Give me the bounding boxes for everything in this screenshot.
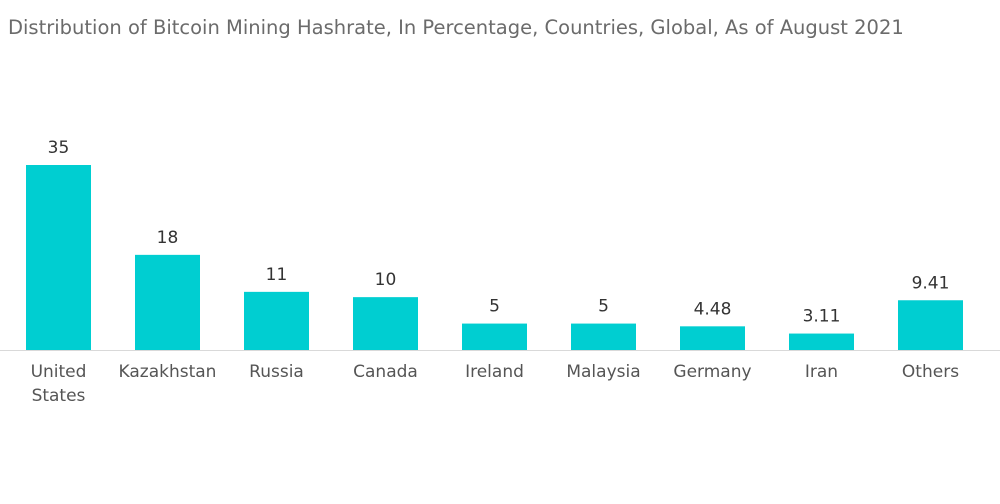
bar-value-label: 3.11 bbox=[803, 307, 841, 327]
bar bbox=[680, 326, 745, 350]
bar-value-label: 9.41 bbox=[912, 273, 950, 293]
bar bbox=[571, 323, 636, 350]
bar bbox=[244, 291, 309, 350]
category-label: United States bbox=[31, 362, 87, 406]
bar-value-label: 11 bbox=[266, 265, 288, 285]
bar-value-label: 5 bbox=[489, 297, 500, 317]
category-label: Germany bbox=[673, 362, 751, 382]
bar-value-label: 35 bbox=[48, 138, 70, 158]
bar-value-label: 5 bbox=[598, 297, 609, 317]
chart-title: Distribution of Bitcoin Mining Hashrate,… bbox=[8, 16, 904, 39]
bar bbox=[353, 297, 418, 350]
value-labels-group: 35 18 11 10 5 5 4.48 3.11 9.41 bbox=[48, 138, 950, 327]
bar bbox=[462, 323, 527, 350]
category-labels-group: United States Kazakhstan Russia Canada Irelan… bbox=[31, 362, 960, 406]
bar bbox=[26, 165, 91, 350]
bar bbox=[898, 300, 963, 350]
bars-group bbox=[26, 165, 963, 350]
category-label: Ireland bbox=[465, 362, 524, 382]
bar-value-label: 18 bbox=[157, 228, 179, 248]
category-label: Kazakhstan bbox=[119, 362, 217, 382]
bar-value-label: 4.48 bbox=[694, 299, 732, 319]
bar bbox=[135, 254, 200, 350]
category-label: Canada bbox=[353, 362, 418, 382]
category-label: Russia bbox=[249, 362, 304, 382]
bar bbox=[789, 333, 854, 350]
category-label: Malaysia bbox=[566, 362, 640, 382]
category-label: Iran bbox=[805, 362, 838, 382]
bar-value-label: 10 bbox=[375, 270, 397, 290]
category-label: Others bbox=[902, 362, 959, 382]
